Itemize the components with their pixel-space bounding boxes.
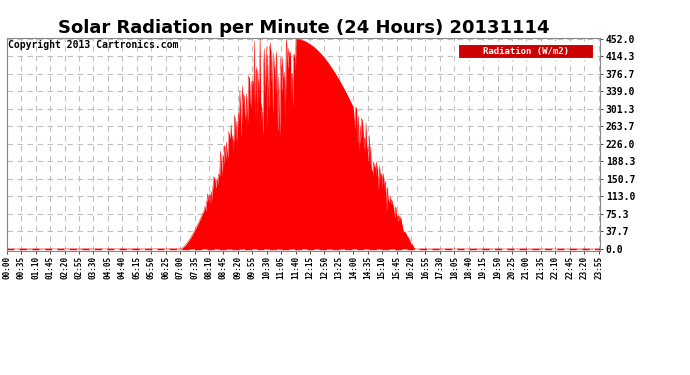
Text: Radiation (W/m2): Radiation (W/m2) — [483, 47, 569, 56]
Text: Copyright 2013 Cartronics.com: Copyright 2013 Cartronics.com — [8, 40, 179, 50]
FancyBboxPatch shape — [458, 44, 594, 59]
Title: Solar Radiation per Minute (24 Hours) 20131114: Solar Radiation per Minute (24 Hours) 20… — [58, 20, 549, 38]
